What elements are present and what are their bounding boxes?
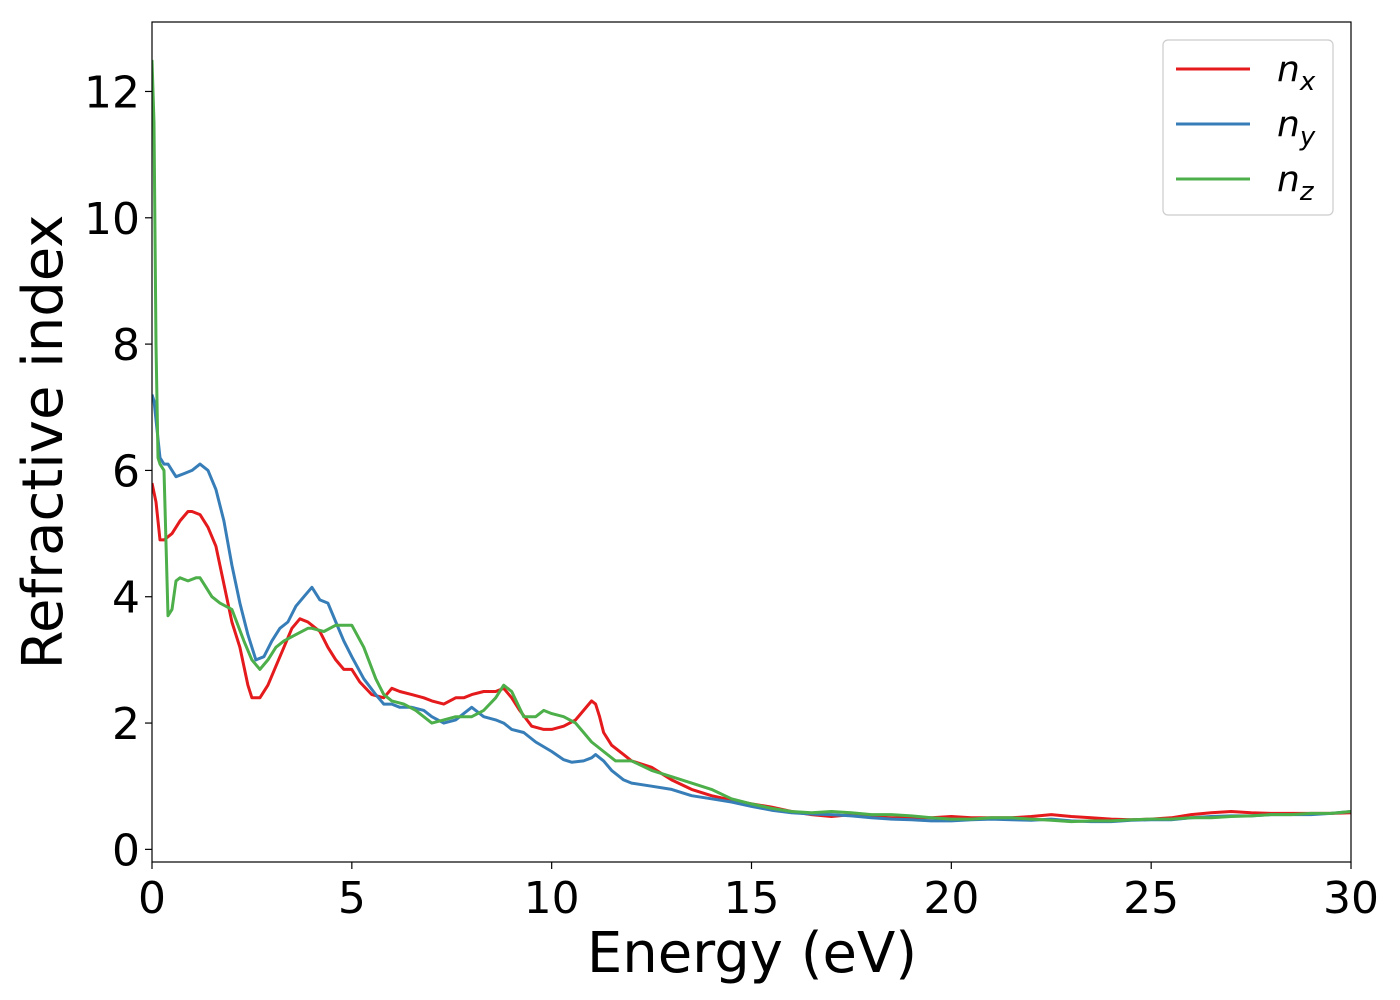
legend-box (1162, 39, 1334, 216)
y-tick-label: 12 (84, 67, 140, 118)
series-line-nx (152, 482, 1351, 822)
y-axis-ticks: 0 2 4 6 8 10 12 (84, 67, 152, 876)
x-axis-ticks: 0 5 10 15 20 25 30 (138, 862, 1379, 924)
series-line-ny (152, 394, 1351, 824)
x-axis-label: Energy (eV) (587, 921, 917, 986)
legend-label-ny: ny (1277, 104, 1316, 152)
x-tick-label: 0 (138, 873, 166, 924)
y-tick-label: 0 (112, 825, 140, 876)
x-tick-label: 20 (923, 873, 979, 924)
y-tick-label: 6 (112, 446, 140, 497)
y-tick-label: 10 (84, 194, 140, 245)
legend-label-nx: nx (1277, 49, 1316, 97)
y-tick-label: 4 (112, 573, 140, 624)
x-tick-label: 25 (1123, 873, 1179, 924)
x-tick-label: 30 (1323, 873, 1379, 924)
series-line-nz (152, 59, 1351, 824)
y-tick-label: 8 (112, 320, 140, 371)
x-tick-label: 5 (338, 873, 366, 924)
y-tick-label: 2 (112, 699, 140, 750)
y-axis-label: Refractive index (11, 215, 76, 670)
legend: nx ny nz (1162, 39, 1334, 216)
legend-label-nz: nz (1277, 159, 1315, 207)
x-tick-label: 10 (524, 873, 580, 924)
x-tick-label: 15 (724, 873, 780, 924)
